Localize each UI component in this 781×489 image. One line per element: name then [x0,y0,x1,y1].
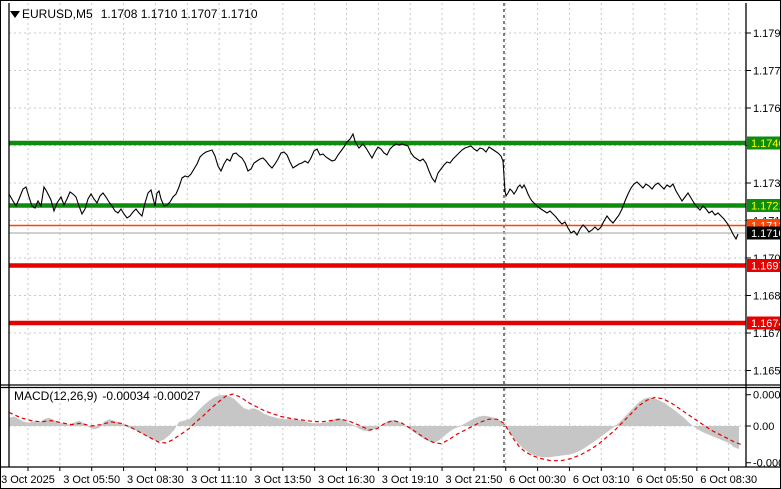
price-badge-label: 1.1674 [751,318,781,330]
indicator-label: MACD(12,26,9) -0.00034 -0.00027 [14,389,200,403]
indicator-values: -0.00034 -0.00027 [102,389,201,403]
macd-tick-label: 0.00 [753,421,774,433]
macd-tick-label: 0.00046 [753,390,781,402]
price-badge-current-price [747,226,780,240]
price-badge-support [747,259,780,272]
price-line [8,132,739,241]
time-axis[interactable]: 3 Oct 2025 3 Oct 05:50 3 Oct 08:30 3 Oct 11… [1,467,757,486]
price-tick-label: 1.1730 [753,178,781,190]
price-badge-label: 1.1710 [751,228,781,240]
time-tick-label: 3 Oct 11:10 [191,474,247,486]
time-tick-label: 3 Oct 19:10 [382,474,439,486]
symbol-info: EURUSD,M5 1.1708 1.1710 1.1707 1.1710 [22,7,258,21]
price-axis[interactable]: 1.17901.17751.17601.17451.17301.17151.17… [746,28,781,470]
price-badge-label: 1.1746 [751,138,781,150]
indicator-name: MACD(12,26,9) [14,389,98,403]
time-tick-label: 6 Oct 05:50 [637,474,694,486]
symbol-title: EURUSD,M5 [22,7,93,21]
macd-histogram [9,394,739,458]
price-tick-label: 1.1655 [753,366,781,378]
time-tick-label: 3 Oct 08:30 [127,474,184,486]
macd-tick-label: -0.00054 [753,458,781,470]
price-tick-label: 1.1790 [753,28,781,40]
price-tick-label: 1.1685 [753,291,781,303]
time-tick-label: 3 Oct 05:50 [63,474,120,486]
price-badge-resistance [747,136,780,150]
time-tick-label: 6 Oct 03:10 [573,474,630,486]
chart-arrow-icon [10,11,20,18]
price-tick-label: 1.1670 [753,328,781,340]
time-tick-label: 3 Oct 16:30 [318,474,375,486]
macd-signal-line [8,393,742,462]
price-tick-label: 1.1760 [753,103,781,115]
price-badge-label: 1.1697 [751,261,781,273]
price-tick-label: 1.1775 [753,66,781,78]
time-tick-label: 6 Oct 08:30 [700,474,757,486]
price-badge-resistance [747,199,780,212]
time-tick-label: 3 Oct 2025 [1,474,55,486]
time-tick-label: 3 Oct 13:50 [254,474,311,486]
time-tick-label: 3 Oct 21:50 [445,474,502,486]
time-tick-label: 6 Oct 00:30 [509,474,566,486]
price-badge-support [747,316,780,330]
pane-borders [1,3,780,468]
ohlc-values: 1.1708 1.1710 1.1707 1.1710 [100,7,258,21]
